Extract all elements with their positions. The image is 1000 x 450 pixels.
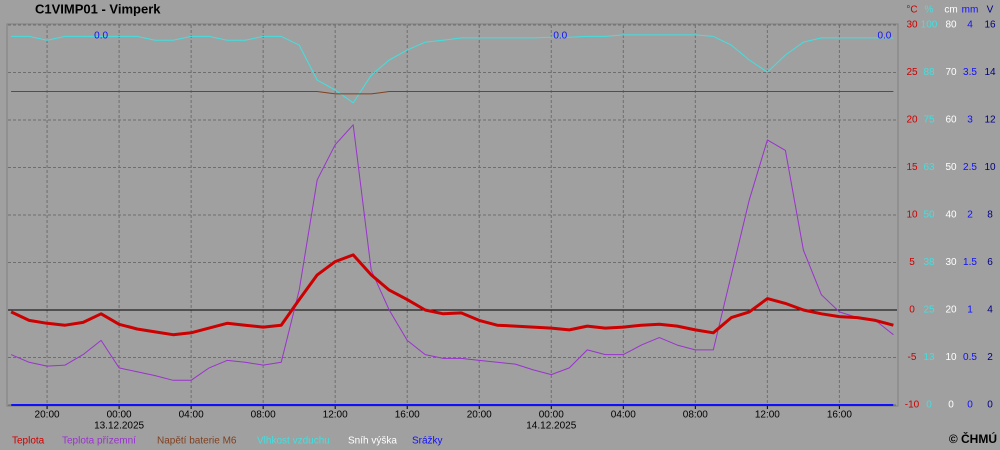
legend-entry: Teplota přízemní xyxy=(62,436,136,447)
x-tick-label: 00:00 xyxy=(539,410,564,421)
y-tick-label: 2.5 xyxy=(963,162,977,173)
legend-entry: Srážky xyxy=(412,436,443,447)
series-line xyxy=(11,91,894,95)
y-tick-label: 1.5 xyxy=(963,257,977,268)
axis-unit: °C xyxy=(906,5,917,16)
y-tick-label: 4 xyxy=(967,20,973,31)
copyright: © ČHMÚ xyxy=(949,431,997,446)
legend-entry: Napětí baterie M6 xyxy=(157,436,237,447)
y-tick-label: 1 xyxy=(967,305,973,316)
y-tick-label: 50 xyxy=(945,162,957,173)
x-tick-label: 16:00 xyxy=(827,410,852,421)
y-tick-label: 6 xyxy=(987,257,993,268)
y-tick-label: 0.5 xyxy=(963,352,977,363)
y-tick-label: 12 xyxy=(984,115,996,126)
x-tick-label: 20:00 xyxy=(35,410,60,421)
y-tick-label: 15 xyxy=(906,162,918,173)
annotation: 0.0 xyxy=(94,31,108,42)
y-tick-label: 3.5 xyxy=(963,67,977,78)
axis-unit: cm xyxy=(944,5,957,16)
y-tick-label: 0 xyxy=(967,400,973,411)
y-tick-label: 3 xyxy=(967,115,973,126)
y-tick-label: 2 xyxy=(967,210,973,221)
y-tick-label: 0 xyxy=(987,400,993,411)
y-tick-label: 70 xyxy=(945,67,957,78)
y-tick-label: 14 xyxy=(984,67,996,78)
legend-entry: Teplota xyxy=(12,436,45,447)
y-tick-label: -10 xyxy=(905,400,920,411)
y-tick-label: 0 xyxy=(926,400,932,411)
axis-unit: mm xyxy=(962,5,979,16)
y-tick-label: 10 xyxy=(945,352,957,363)
y-tick-label: 30 xyxy=(945,257,957,268)
y-tick-label: 20 xyxy=(945,305,957,316)
axis-unit: V xyxy=(987,5,994,16)
x-tick-label: 04:00 xyxy=(179,410,204,421)
x-tick-label: 04:00 xyxy=(611,410,636,421)
y-tick-label: 8 xyxy=(987,210,993,221)
y-tick-label: 40 xyxy=(945,210,957,221)
x-tick-label: 08:00 xyxy=(683,410,708,421)
y-tick-label: 20 xyxy=(906,115,918,126)
y-tick-label: 100 xyxy=(921,20,938,31)
date-label: 14.12.2025 xyxy=(526,421,576,432)
legend-entry: Sníh výška xyxy=(348,436,397,447)
y-tick-label: 88 xyxy=(923,67,935,78)
x-tick-label: 16:00 xyxy=(395,410,420,421)
y-tick-label: 13 xyxy=(923,352,935,363)
y-tick-label: 16 xyxy=(984,20,996,31)
y-tick-label: 25 xyxy=(923,305,935,316)
x-tick-label: 00:00 xyxy=(107,410,132,421)
y-tick-label: 50 xyxy=(923,210,935,221)
chart-title: C1VIMP01 - Vimperk xyxy=(35,1,161,16)
x-tick-label: 20:00 xyxy=(467,410,492,421)
series-line xyxy=(11,34,894,104)
x-tick-label: 12:00 xyxy=(755,410,780,421)
y-tick-label: 0 xyxy=(909,305,915,316)
y-tick-label: 63 xyxy=(923,162,935,173)
y-tick-label: 0 xyxy=(948,400,954,411)
axis-unit: % xyxy=(925,5,934,16)
y-tick-label: 5 xyxy=(909,257,915,268)
y-tick-label: 80 xyxy=(945,20,957,31)
y-tick-label: 38 xyxy=(923,257,935,268)
y-tick-label: 10 xyxy=(984,162,996,173)
y-tick-label: 25 xyxy=(906,67,918,78)
y-tick-label: 60 xyxy=(945,115,957,126)
y-tick-label: 4 xyxy=(987,305,993,316)
series-line xyxy=(10,124,894,381)
date-label: 13.12.2025 xyxy=(94,421,144,432)
y-tick-label: -5 xyxy=(908,352,917,363)
x-tick-label: 08:00 xyxy=(251,410,276,421)
y-tick-label: 2 xyxy=(987,352,993,363)
legend-entry: Vlhkost vzduchu xyxy=(257,436,330,447)
series-line xyxy=(10,253,894,337)
x-tick-label: 12:00 xyxy=(323,410,348,421)
y-tick-label: 10 xyxy=(906,210,918,221)
y-tick-label: 75 xyxy=(923,115,935,126)
annotation: 0.0 xyxy=(553,31,567,42)
annotation: 0.0 xyxy=(877,31,891,42)
y-tick-label: 30 xyxy=(906,20,918,31)
